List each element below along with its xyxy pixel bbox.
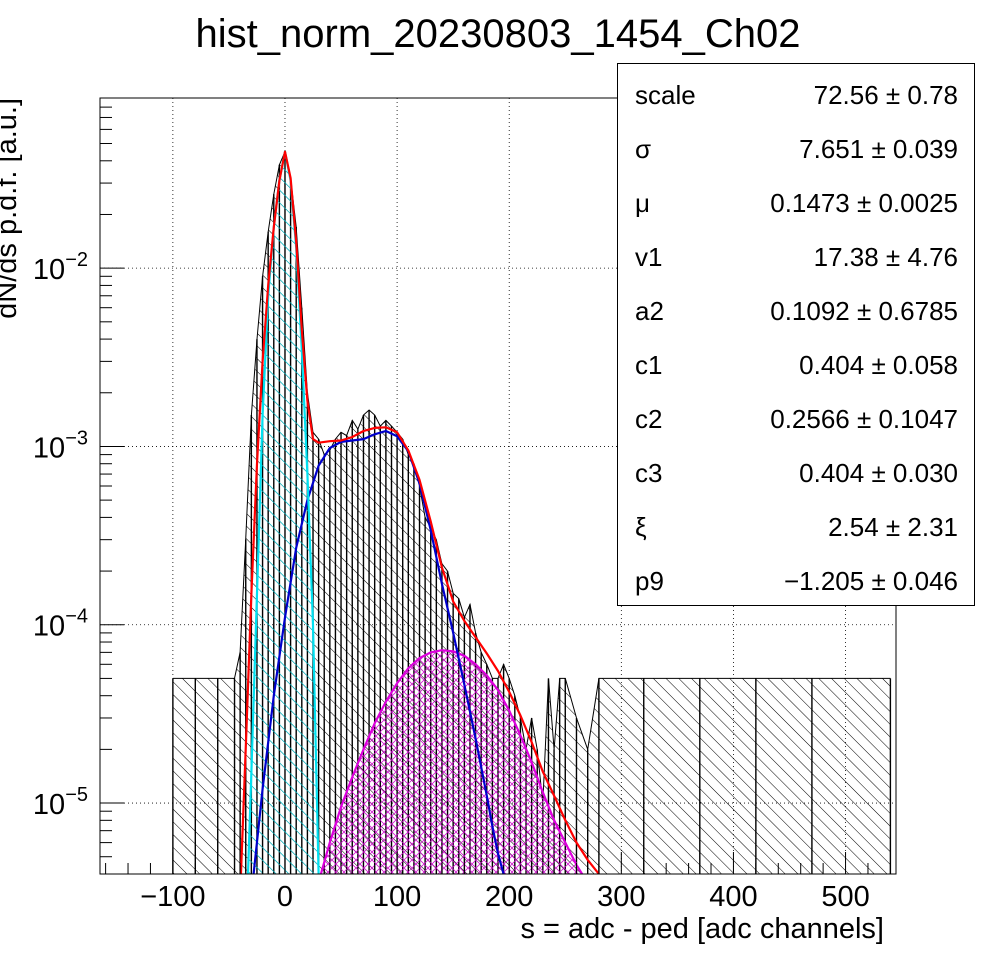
x-axis-label: s = adc - ped [adc channels] [520, 913, 884, 945]
stat-name: σ [635, 134, 652, 164]
stat-row: μ 0.1473 ± 0.0025 [618, 176, 974, 230]
chart-title: hist_norm_20230803_1454_Ch02 [196, 12, 801, 56]
second-peak-curve [319, 649, 584, 874]
stat-value: 0.2566 ± 0.1047 [770, 404, 958, 434]
stat-name: a2 [635, 296, 664, 326]
stat-name: scale [635, 80, 696, 110]
stat-row: c2 0.2566 ± 0.1047 [618, 392, 974, 446]
stat-row: c1 0.404 ± 0.058 [618, 338, 974, 392]
x-tick-label: −100 [140, 881, 205, 913]
second-peak-fill [320, 650, 583, 874]
pedestal-fill [248, 151, 319, 874]
stat-value: 7.651 ± 0.039 [799, 134, 958, 164]
y-tick-label: 10−3 [33, 427, 88, 464]
stat-name: μ [635, 188, 650, 218]
x-tick-label: 400 [709, 881, 757, 913]
x-tick-label: 500 [821, 881, 869, 913]
stat-value: 0.404 ± 0.030 [799, 458, 958, 488]
stat-name: c2 [635, 404, 663, 434]
stat-value: 0.404 ± 0.058 [799, 350, 958, 380]
fit-statistics-box: scale 72.56 ± 0.78 σ 7.651 ± 0.039 μ 0.1473 ±… [617, 63, 975, 606]
stat-name: v1 [635, 242, 663, 272]
x-tick-label: 0 [277, 881, 293, 913]
total-fit-curve [239, 150, 600, 874]
stat-value: −1.205 ± 0.046 [783, 566, 958, 596]
stat-value: 17.38 ± 4.76 [813, 242, 958, 272]
stat-row: scale 72.56 ± 0.78 [618, 68, 974, 122]
x-tick-label: 300 [597, 881, 645, 913]
x-tick-label: 100 [373, 881, 421, 913]
stat-value: 0.1473 ± 0.0025 [770, 188, 958, 218]
y-axis-label: dN/ds p.d.f. [a.u.] [0, 98, 23, 319]
stat-row: ξ 2.54 ± 2.31 [618, 500, 974, 554]
stat-value: 0.1092 ± 0.6785 [770, 296, 958, 326]
stat-row: p9 −1.205 ± 0.046 [618, 554, 974, 608]
x-tick-label: 200 [485, 881, 533, 913]
first-peak-curve [252, 429, 505, 874]
y-tick-label: 10−4 [33, 606, 88, 643]
y-tick-label: 10−2 [33, 249, 88, 286]
stat-row: c3 0.404 ± 0.030 [618, 446, 974, 500]
stat-value: 72.56 ± 0.78 [813, 80, 958, 110]
stat-value: 2.54 ± 2.31 [828, 512, 958, 542]
stat-name: p9 [635, 566, 664, 596]
stat-row: σ 7.651 ± 0.039 [618, 122, 974, 176]
stat-row: a2 0.1092 ± 0.6785 [618, 284, 974, 338]
stat-name: c1 [635, 350, 663, 380]
stat-name: ξ [635, 512, 647, 542]
y-tick-label: 10−5 [33, 784, 88, 821]
stat-row: v1 17.38 ± 4.76 [618, 230, 974, 284]
stat-name: c3 [635, 458, 663, 488]
axes: −100 0 100 200 300 400 500 10−2 10−3 10−4 10−5 [33, 97, 891, 913]
